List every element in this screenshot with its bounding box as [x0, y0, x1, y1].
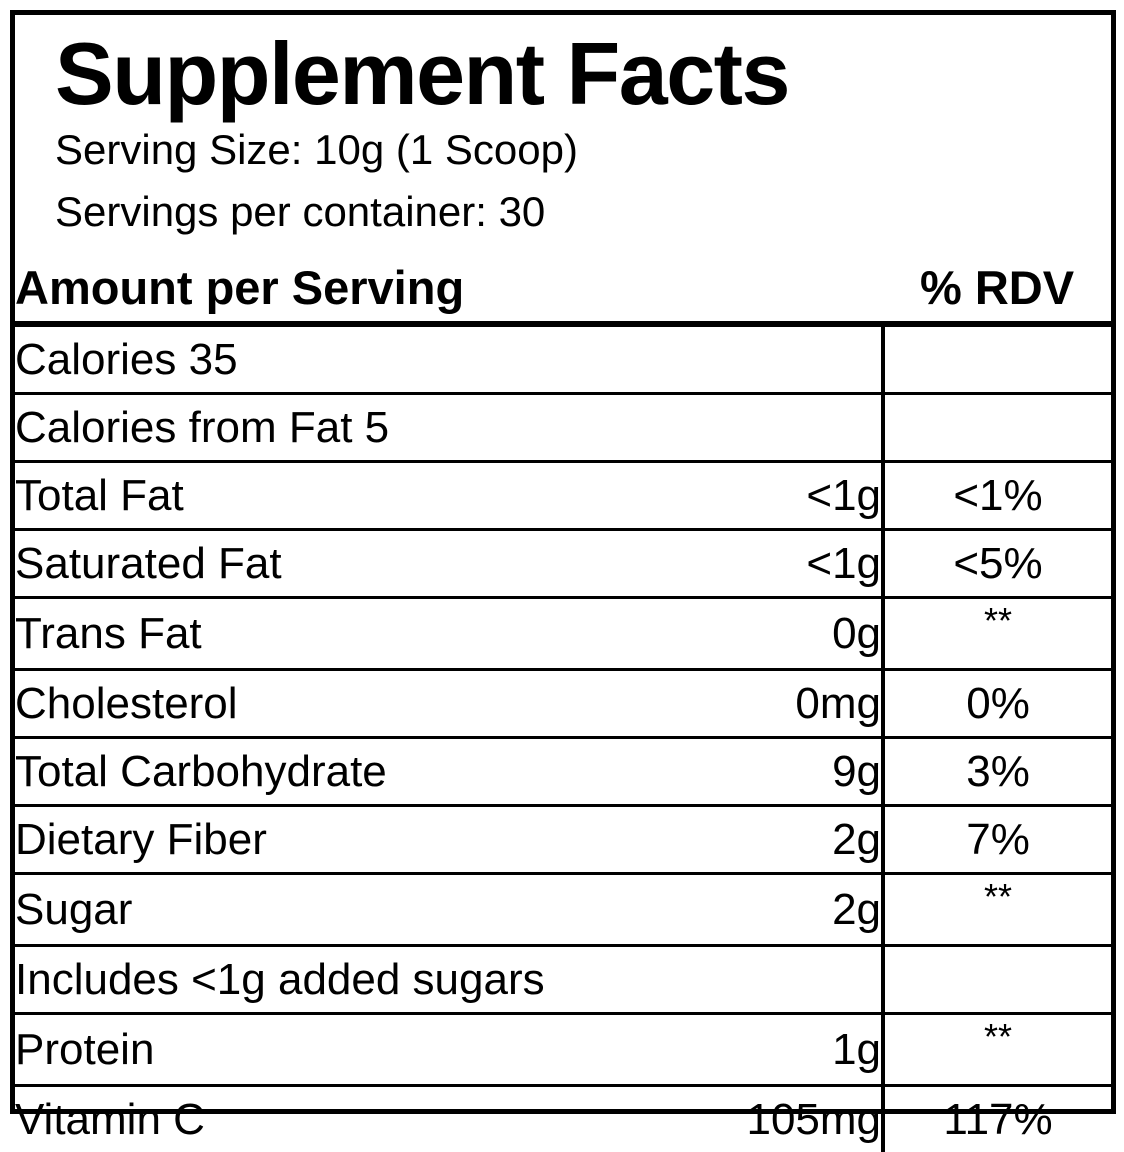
table-row: Total Fat <1g <1% [15, 461, 1112, 532]
nutrient-percent-rdv: <5% [881, 529, 1112, 600]
nutrient-percent-rdv [881, 945, 1112, 1016]
table-row: Dietary Fiber 2g 7% [15, 805, 1112, 876]
nutrient-name: Saturated Fat [15, 529, 600, 600]
nutrition-table-body: Amount per Serving % RDV Calories 35 Calo… [15, 253, 1112, 1152]
nutrient-amount: 2g [600, 873, 884, 948]
table-row: Vitamin C 105mg 117% [15, 1085, 1112, 1152]
nutrient-name: Calories 35 [15, 324, 884, 396]
label-header: Supplement Facts Serving Size: 10g (1 Sc… [15, 15, 1111, 253]
table-row: Calories 35 [15, 324, 1112, 396]
table-row: Trans Fat 0g ** [15, 597, 1112, 672]
nutrient-amount: 0g [600, 597, 884, 672]
nutrient-name: Total Fat [15, 461, 600, 532]
nutrient-name: Protein [15, 1013, 600, 1088]
table-row: Includes <1g added sugars [15, 945, 1112, 1016]
nutrient-name: Total Carbohydrate [15, 737, 600, 808]
column-header-percent-rdv: % RDV [883, 253, 1112, 328]
column-header-amount-per-serving: Amount per Serving [15, 253, 884, 328]
nutrient-amount: 1g [600, 1013, 884, 1088]
nutrient-percent-rdv: 0% [881, 669, 1112, 740]
table-header-row: Amount per Serving % RDV [15, 253, 1112, 328]
supplement-facts-panel: Supplement Facts Serving Size: 10g (1 Sc… [10, 10, 1116, 1152]
nutrient-percent-rdv: 3% [881, 737, 1112, 808]
nutrient-percent-rdv: <1% [881, 461, 1112, 532]
nutrient-percent-rdv: 7% [881, 805, 1112, 876]
nutrition-table: Amount per Serving % RDV Calories 35 Calo… [15, 253, 1112, 1152]
nutrient-name: Cholesterol [15, 669, 600, 740]
nutrient-percent-rdv: 117% [881, 1085, 1112, 1152]
nutrient-amount: 9g [600, 737, 884, 808]
nutrient-amount: <1g [600, 461, 884, 532]
table-row: Sugar 2g ** [15, 873, 1112, 948]
supplement-facts-label: Supplement Facts Serving Size: 10g (1 Sc… [10, 10, 1116, 1152]
nutrient-percent-rdv [881, 324, 1112, 396]
nutrient-percent-rdv: ** [881, 597, 1112, 672]
nutrient-name: Includes <1g added sugars [15, 945, 884, 1016]
nutrient-amount: 105mg [746, 1094, 882, 1144]
table-row: Total Carbohydrate 9g 3% [15, 737, 1112, 808]
nutrient-percent-rdv: ** [881, 1013, 1112, 1088]
servings-per-container-text: Servings per container: 30 [55, 187, 546, 235]
table-row: Calories from Fat 5 [15, 393, 1112, 464]
nutrient-name: Sugar [15, 873, 600, 948]
nutrient-percent-rdv [881, 393, 1112, 464]
table-row: Cholesterol 0mg 0% [15, 669, 1112, 740]
serving-size-text: Serving Size: 10g (1 Scoop) [55, 125, 578, 173]
nutrient-amount: 2g [600, 805, 884, 876]
table-row: Protein 1g ** [15, 1013, 1112, 1088]
nutrient-amount: <1g [600, 529, 884, 600]
nutrient-percent-rdv: ** [881, 873, 1112, 948]
nutrient-name: Dietary Fiber [15, 805, 600, 876]
nutrient-amount: 0mg [600, 669, 884, 740]
nutrient-name: Vitamin C [15, 1094, 205, 1144]
table-row: Saturated Fat <1g <5% [15, 529, 1112, 600]
page-title: Supplement Facts [55, 24, 790, 123]
nutrient-name: Trans Fat [15, 597, 600, 672]
nutrient-name: Calories from Fat 5 [15, 393, 884, 464]
